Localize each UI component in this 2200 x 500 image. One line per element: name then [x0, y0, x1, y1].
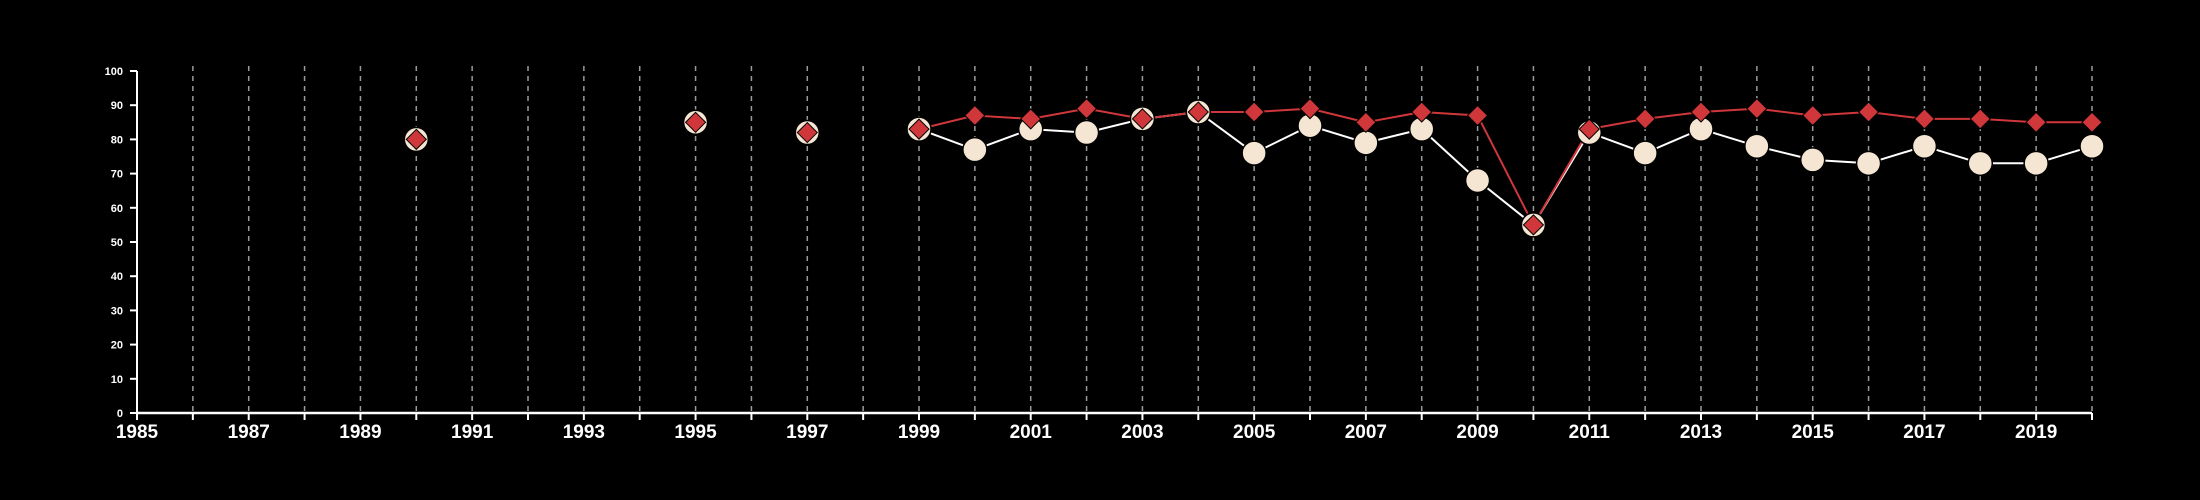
x-tick-label: 2017 — [1903, 422, 1945, 443]
series-lines — [918, 107, 2093, 227]
data-point-diamond — [1802, 104, 1824, 127]
data-point-diamond — [684, 111, 707, 134]
y-tick-label: 10 — [111, 374, 123, 386]
data-point-diamond — [1746, 97, 1768, 120]
data-point-diamond — [2081, 111, 2103, 134]
data-point-diamond — [1913, 108, 1936, 130]
data-point-circle — [1911, 133, 1938, 159]
x-tick-label: 2003 — [1121, 422, 1163, 443]
data-point-diamond — [1075, 97, 1098, 120]
data-point-circle — [1073, 119, 1100, 146]
data-point-circle — [962, 136, 988, 163]
x-tick-label: 1991 — [451, 422, 494, 443]
data-point-diamond — [1634, 108, 1656, 130]
x-tick-label: 2011 — [1569, 422, 1611, 443]
y-tick-label: 40 — [111, 271, 123, 283]
data-point-diamond — [1020, 108, 1042, 130]
data-point-diamond — [1690, 101, 1712, 123]
x-tick-label: 1993 — [563, 422, 605, 443]
gridlines — [192, 66, 2093, 413]
x-tick-label: 2019 — [2015, 422, 2057, 443]
data-point-diamond — [1578, 118, 1600, 140]
data-point-diamond — [1355, 111, 1377, 134]
series-markers — [403, 97, 2105, 238]
x-tick-label: 2015 — [1792, 422, 1835, 443]
data-point-diamond — [1243, 101, 1265, 123]
x-tick-label: 1989 — [339, 422, 381, 443]
x-tick-label: 1997 — [786, 422, 828, 443]
series-diamond-line — [918, 107, 2092, 227]
x-tick-label: 2013 — [1680, 422, 1722, 443]
y-tick-label: 70 — [111, 169, 123, 181]
y-tick-label: 50 — [111, 237, 123, 249]
y-tick-label: 30 — [111, 305, 123, 317]
x-tick-label: 2007 — [1345, 422, 1387, 443]
data-point-diamond — [2025, 111, 2047, 134]
data-point-circle — [1744, 133, 1770, 159]
data-point-diamond — [1299, 97, 1321, 120]
x-tick-label: 2005 — [1233, 422, 1276, 443]
data-point-circle — [2023, 150, 2049, 177]
y-tick-label: 0 — [117, 408, 123, 420]
x-tick-label: 1995 — [674, 422, 717, 443]
data-point-diamond — [796, 121, 818, 144]
x-tick-label: 1999 — [898, 422, 940, 443]
data-point-diamond — [1466, 104, 1489, 127]
y-tick-label: 100 — [105, 66, 123, 78]
data-point-diamond — [1522, 214, 1545, 236]
data-point-circle — [1353, 130, 1379, 156]
y-tick-label: 20 — [111, 340, 123, 352]
data-point-diamond — [1969, 108, 1991, 130]
data-point-diamond — [1187, 101, 1209, 123]
data-point-diamond — [964, 104, 986, 127]
data-point-diamond — [1411, 101, 1433, 123]
data-point-diamond — [908, 118, 930, 140]
data-point-diamond — [1131, 108, 1154, 130]
x-tick-label: 2001 — [1010, 422, 1053, 443]
x-tick-label: 2009 — [1456, 422, 1498, 443]
data-point-circle — [1241, 140, 1267, 166]
x-tick-label: 1987 — [228, 422, 270, 443]
data-point-circle — [2079, 133, 2105, 159]
series-circle-line — [918, 110, 2093, 227]
data-point-circle — [1632, 140, 1658, 166]
y-tick-label: 80 — [111, 134, 123, 146]
data-point-diamond — [1857, 101, 1880, 123]
axes: 0 10 20 30 40 50 60 70 80 90 100 1985 1987 1989 1991 19… — [105, 66, 2093, 443]
data-point-circle — [1855, 150, 1882, 177]
data-point-circle — [1464, 167, 1491, 194]
y-tick-label: 90 — [111, 100, 123, 112]
y-tick-label: 60 — [111, 203, 123, 215]
x-tick-label: 1985 — [116, 422, 159, 443]
data-point-diamond — [405, 128, 427, 151]
data-point-circle — [1967, 150, 1994, 177]
data-point-circle — [1799, 147, 1826, 173]
